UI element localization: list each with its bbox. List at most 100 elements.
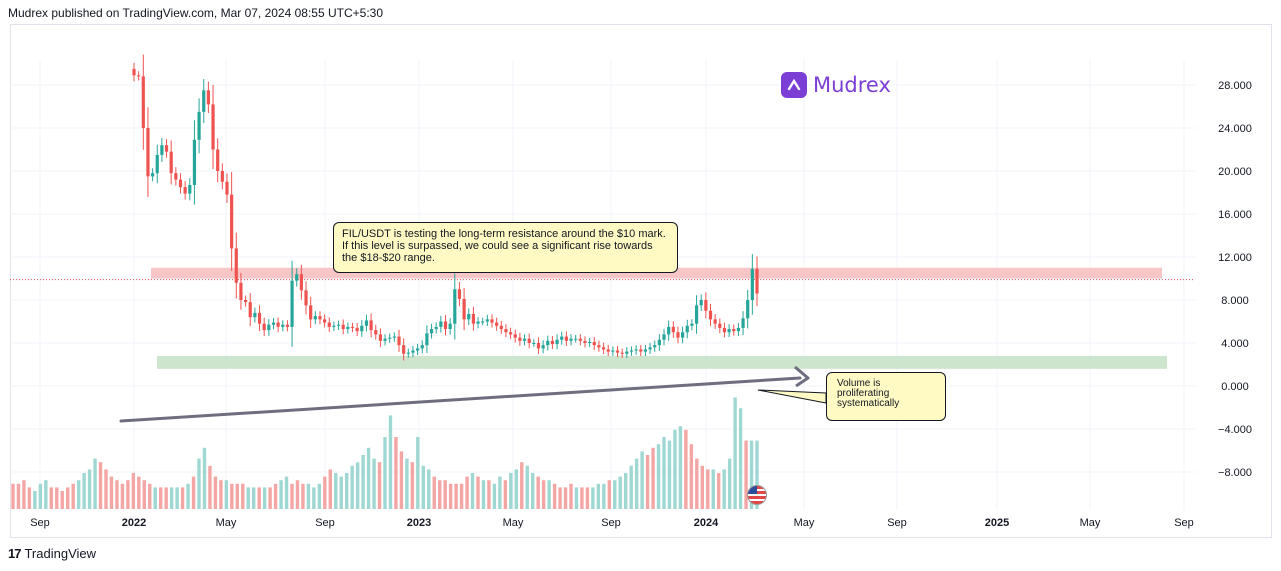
candle-body	[643, 349, 648, 352]
candle-body	[513, 334, 517, 338]
volume-bar	[169, 487, 174, 509]
candle-body	[704, 300, 708, 311]
volume-bar	[350, 465, 354, 509]
volume-bar	[306, 483, 311, 509]
volume-bar	[678, 426, 683, 509]
support-zone	[157, 355, 1167, 369]
volume-bar	[38, 483, 43, 509]
volume-bar	[361, 455, 365, 509]
candle-body	[611, 350, 615, 352]
candle-body	[332, 325, 336, 327]
tradingview-footer[interactable]: 17 TradingView	[8, 546, 96, 561]
volume-bar	[656, 444, 661, 509]
volume-bar	[717, 473, 721, 509]
volume-bar	[689, 444, 694, 509]
x-tick-label: May	[503, 517, 524, 529]
candle-body	[732, 329, 736, 332]
candle-body	[164, 145, 169, 152]
candle-body	[718, 323, 722, 328]
volume-bar	[372, 458, 376, 509]
x-tick-label: Sep	[315, 517, 335, 529]
y-tick-label: 16.000	[1218, 209, 1252, 221]
candle-body	[416, 348, 420, 351]
candle-body	[555, 339, 559, 345]
volume-bar	[159, 487, 163, 509]
candle-body	[639, 349, 643, 352]
volume-bar	[120, 483, 125, 509]
candle-body	[369, 320, 373, 331]
volume-bar	[432, 476, 436, 509]
volume-bar	[684, 429, 688, 509]
x-tick-label: Sep	[601, 517, 621, 529]
volume-bar	[82, 473, 86, 509]
candle-body	[234, 248, 238, 283]
candle-body	[560, 336, 564, 340]
volume-bar	[137, 476, 141, 509]
x-tick-label: Sep	[887, 517, 907, 529]
candle-body	[578, 338, 582, 341]
candle-body	[462, 298, 466, 320]
candle-body	[174, 173, 178, 180]
candle-body	[160, 145, 164, 155]
volume-bar	[711, 469, 715, 509]
volume-bar	[492, 483, 497, 509]
candle-body	[522, 338, 527, 341]
candle-body	[323, 319, 327, 323]
volume-bar	[16, 483, 21, 509]
volume-bar	[71, 483, 75, 509]
candle-body	[346, 326, 350, 330]
candle-body	[574, 338, 578, 340]
volume-bar	[438, 480, 442, 509]
x-tick-label: 2023	[407, 517, 431, 529]
volume-bar	[366, 447, 371, 509]
volume-bar	[536, 476, 540, 509]
y-tick-label: 28.000	[1218, 80, 1252, 92]
x-tick-label: 2025	[985, 517, 1009, 529]
volume-bar	[355, 462, 360, 509]
volume-annotation[interactable]: Volume is proliferating systematically	[826, 372, 946, 421]
volume-bar	[131, 473, 136, 509]
candle-body	[169, 151, 173, 174]
resistance-annotation[interactable]: FIL/USDT is testing the long-term resist…	[333, 222, 678, 273]
candle-body	[257, 312, 262, 324]
candle-body	[230, 194, 234, 249]
volume-bar	[273, 483, 278, 509]
us-flag-icon[interactable]	[747, 485, 767, 505]
x-tick-label: Sep	[30, 517, 50, 529]
volume-bar	[213, 476, 218, 509]
candle-body	[564, 336, 568, 341]
tradingview-label: TradingView	[24, 546, 97, 561]
candle-body	[434, 326, 438, 330]
candle-body	[499, 325, 503, 330]
volume-bar	[295, 480, 300, 509]
candle-body	[457, 289, 462, 299]
volume-bar	[448, 483, 453, 509]
volume-bar	[87, 469, 92, 509]
volume-bar	[377, 462, 382, 509]
volume-bar	[76, 480, 81, 509]
volume-bar	[186, 483, 190, 509]
volume-trendline	[119, 376, 802, 423]
candle-body	[360, 325, 364, 332]
candle-body	[746, 300, 750, 319]
volume-bar	[547, 480, 551, 509]
volume-bar	[749, 440, 754, 509]
candle-body	[253, 312, 257, 318]
candle-body	[299, 274, 303, 291]
volume-bar	[328, 469, 332, 509]
x-tick-label: Sep	[1174, 517, 1194, 529]
volume-bar	[459, 483, 464, 509]
volume-bar	[11, 483, 15, 509]
volume-bar	[33, 491, 37, 509]
candle-body	[336, 324, 341, 326]
candle-body	[202, 90, 206, 112]
volume-bar	[470, 473, 475, 509]
candle-body	[239, 282, 243, 300]
volume-bar	[55, 487, 59, 509]
candle-body	[350, 326, 355, 328]
candle-body	[750, 268, 754, 300]
candle-body	[755, 268, 759, 294]
volume-bar	[98, 462, 103, 509]
volume-bar	[574, 487, 579, 509]
